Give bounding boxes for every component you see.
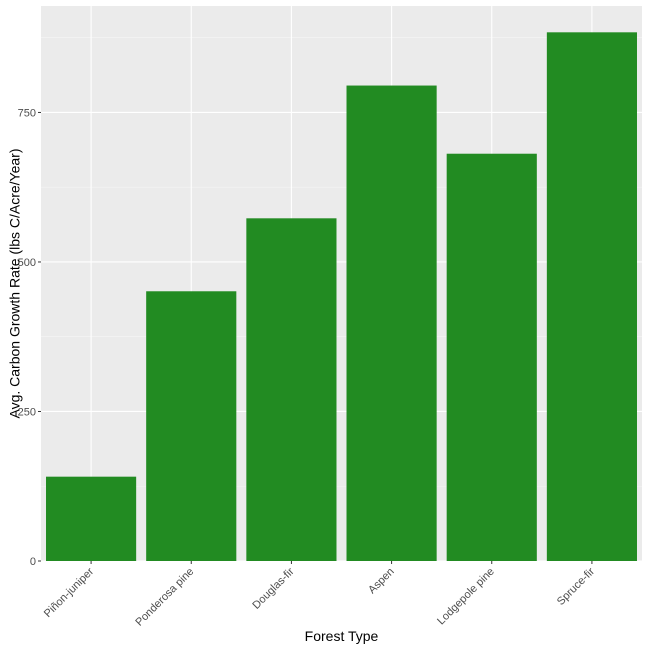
y-tick-label: 0 [30,556,36,568]
y-axis: 0 250 500 750 [18,107,41,568]
bar-spruce-fir [546,32,637,562]
y-axis-title: Avg. Carbon Growth Rate (lbs C/Acre/Year… [7,148,23,418]
plot-panel [41,6,642,561]
bars [46,32,637,562]
bar-lodgepole-pine [446,153,537,562]
x-tick-label: Spruce-fir [555,565,597,607]
bar-aspen [346,85,437,561]
y-tick-label: 750 [18,107,36,119]
x-tick-label: Ponderosa pine [133,566,196,629]
x-tick-label: Lodgepole pine [435,566,497,628]
x-tick-label: Piñon-juniper [42,565,97,620]
y-tick-label: 500 [18,257,36,269]
x-tick-label: Aspen [366,566,397,597]
y-tick-label: 250 [18,406,36,418]
bar-pi-on-juniper [46,476,137,561]
x-axis-title: Forest Type [305,628,379,644]
x-axis: Piñon-juniper Ponderosa pine Douglas-fir As… [42,561,597,629]
x-tick-label: Douglas-fir [250,565,296,611]
bar-douglas-fir [246,218,337,562]
bar-ponderosa-pine [146,291,237,561]
